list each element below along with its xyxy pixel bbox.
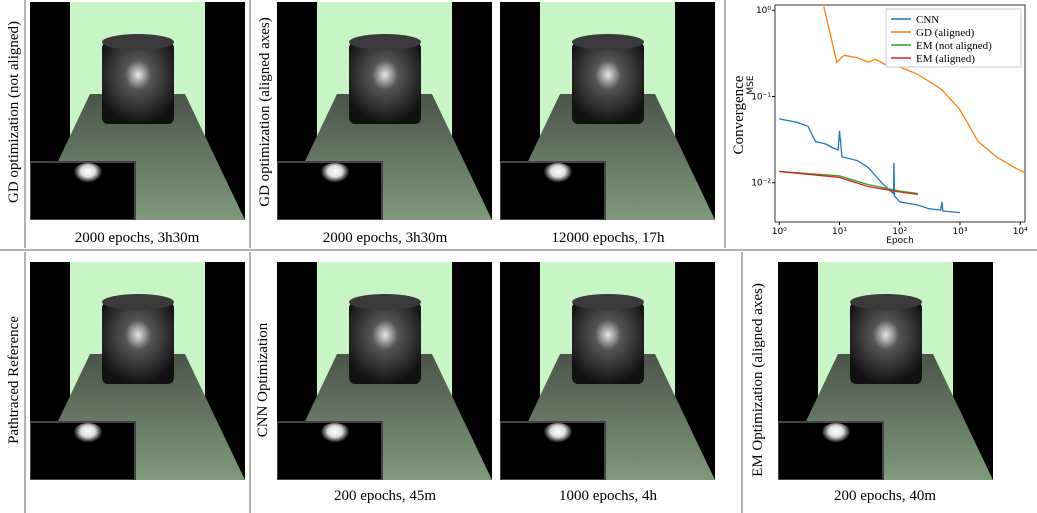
y-tick-label: 10⁻²	[751, 179, 771, 189]
caption: 2000 epochs, 3h30m	[75, 230, 200, 246]
x-tick-label: 10⁴	[1013, 227, 1028, 237]
render-image	[277, 2, 492, 220]
render-image	[30, 262, 245, 480]
render-image	[277, 262, 492, 480]
y-axis-label: MSE	[746, 75, 756, 94]
caption: 12000 epochs, 17h	[552, 230, 665, 246]
legend-label: EM (aligned)	[916, 53, 975, 65]
legend-label: GD (aligned)	[916, 27, 975, 39]
x-tick-label: 10³	[952, 227, 967, 237]
render-image	[778, 262, 993, 480]
row-label: GD optimization (aligned axes)	[257, 17, 273, 207]
y-tick-label: 10⁰	[756, 6, 771, 16]
row-label: Pathtraced Reference	[6, 316, 22, 444]
x-axis-label: Epoch	[886, 236, 914, 246]
row-label: EM Optimization (aligned axes)	[750, 283, 766, 477]
row-label: Convergence	[731, 75, 747, 154]
caption: 200 epochs, 40m	[834, 488, 936, 504]
row-label: CNN Optimization	[255, 322, 271, 437]
x-tick-label: 10¹	[832, 227, 847, 237]
figure: GD optimization (not aligned) GD optimiz…	[0, 0, 1037, 513]
caption: 1000 epochs, 4h	[559, 488, 657, 504]
render-image	[30, 2, 245, 220]
x-tick-label: 10⁰	[772, 227, 787, 237]
legend-label: CNN	[916, 14, 939, 26]
render-image	[500, 2, 715, 220]
legend-label: EM (not aligned)	[916, 40, 992, 52]
render-image	[500, 262, 715, 480]
caption: 200 epochs, 45m	[334, 488, 436, 504]
row-label: GD optimization (not aligned)	[6, 21, 22, 203]
caption: 2000 epochs, 3h30m	[323, 230, 448, 246]
